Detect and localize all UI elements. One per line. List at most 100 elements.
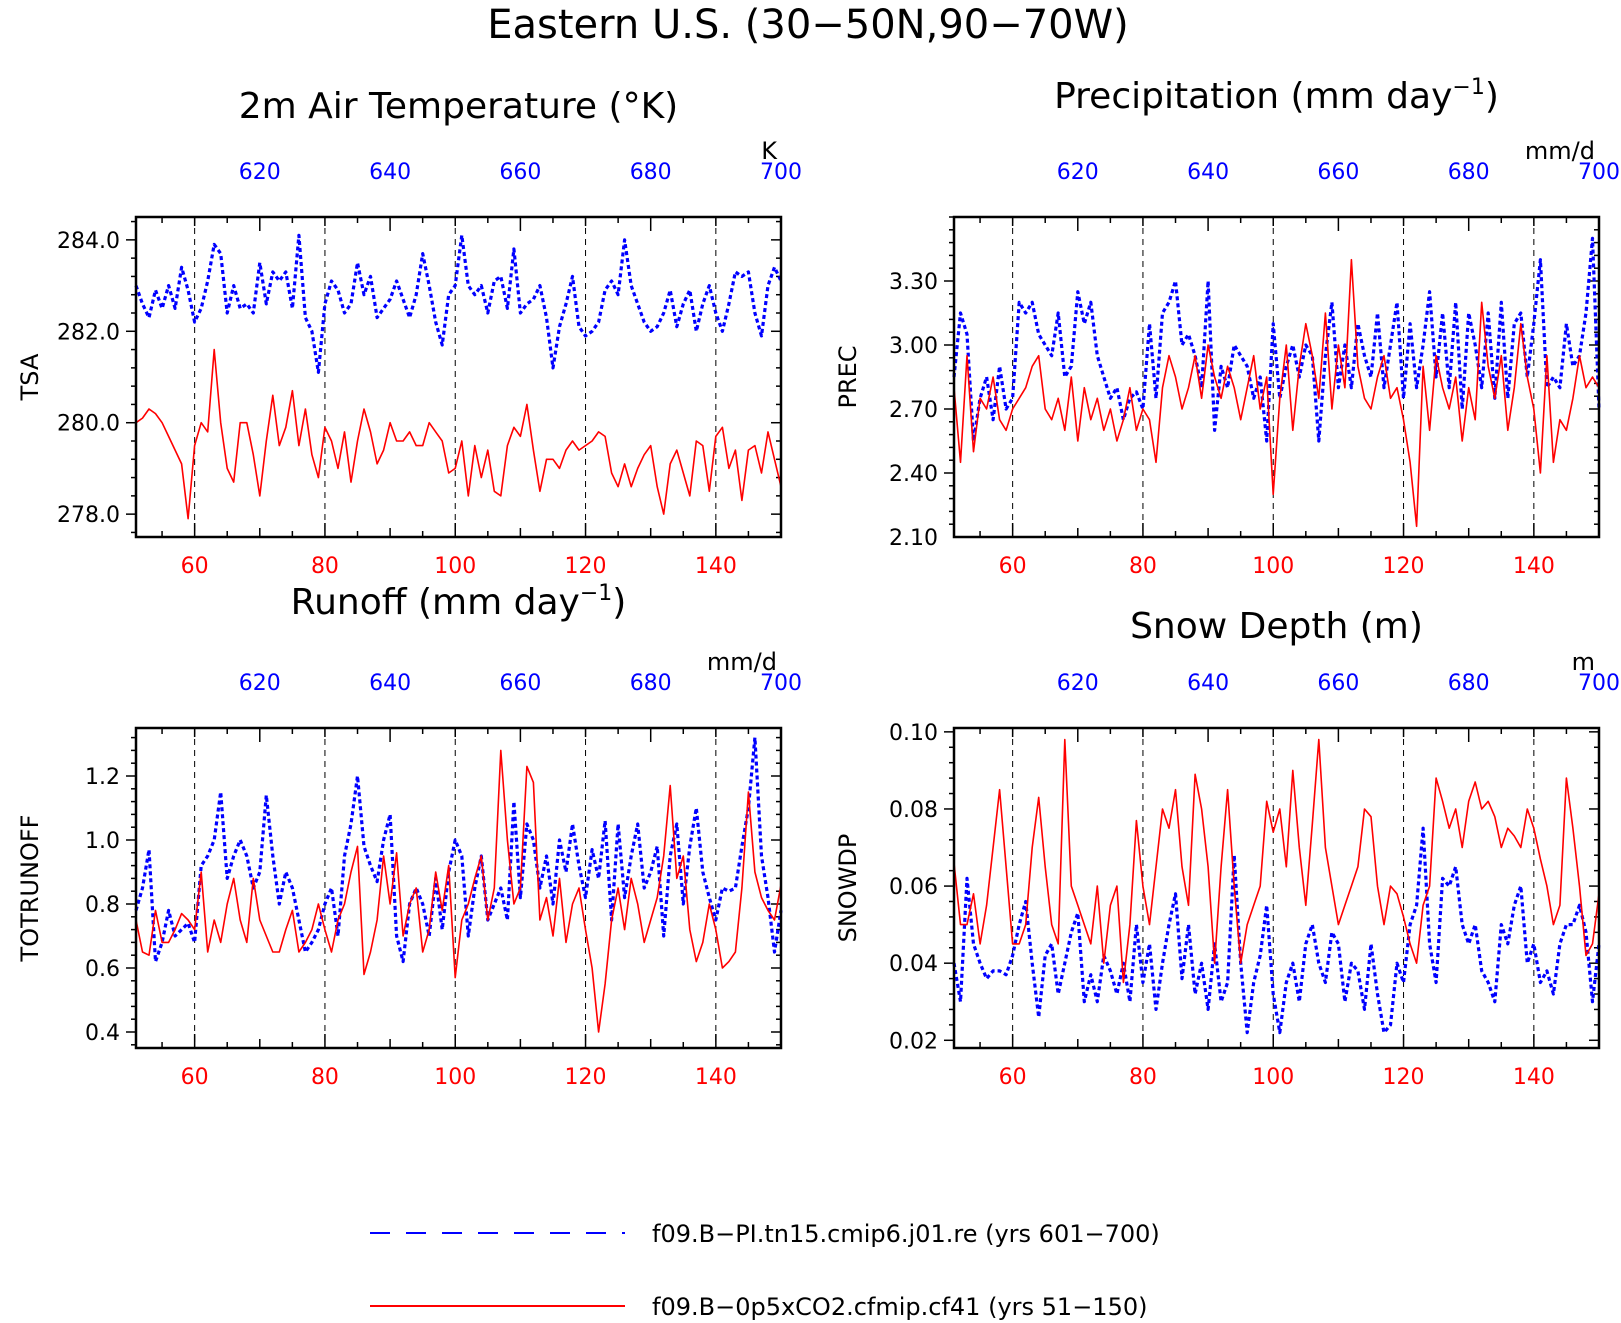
x-top-tick-label: 660 <box>499 160 541 185</box>
series-line-pi <box>134 233 783 374</box>
panel-title-tail: ) <box>1485 76 1499 117</box>
y-tick-label: 2.10 <box>889 526 938 551</box>
panel-title-main: Runoff (mm day <box>291 582 580 623</box>
series-line-co2 <box>135 348 782 520</box>
y-tick-label: 278.0 <box>57 503 120 528</box>
panel-title-tail: ) <box>612 582 626 623</box>
series-line-pi <box>952 826 1601 1035</box>
chart-panel-1: 2m Air Temperature (°K) K 60 80 100 120 140 620… <box>16 86 802 579</box>
y-tick-label: 280.0 <box>57 412 120 437</box>
x-tick-label: 140 <box>695 1065 737 1090</box>
series-line-co2 <box>953 738 1600 984</box>
units-label: K <box>761 137 778 165</box>
x-tick-label: 100 <box>1252 1065 1294 1090</box>
legend-label-co2: f09.B−0p5xCO2.cfmip.cf41 (yrs 51−150) <box>652 1293 1147 1321</box>
x-tick-label: 60 <box>999 1065 1027 1090</box>
x-top-tick-label: 620 <box>239 160 281 185</box>
x-top-tick-label: 700 <box>760 160 802 185</box>
chart-panel-4: Snow Depth (m) m 60 80 100 120 140 620 640 660 680… <box>834 606 1620 1090</box>
x-top-tick-label: 640 <box>369 160 411 185</box>
units-label: mm/d <box>707 648 777 676</box>
chart-panel-2: Precipitation (mm day−1) mm/d 60 80 100 120 14… <box>834 75 1620 579</box>
y-tick-label: 0.6 <box>85 957 120 982</box>
series-line-co2 <box>135 749 782 1033</box>
y-tick-label: 0.06 <box>889 875 938 900</box>
panel-title: Runoff (mm day−1) <box>291 581 627 623</box>
x-tick-label: 140 <box>1513 554 1555 579</box>
plot-frame <box>952 726 1601 1050</box>
x-tick-label: 100 <box>1252 554 1294 579</box>
x-tick-label: 80 <box>1129 1065 1157 1090</box>
y-axis-label: TOTRUNOFF <box>16 815 44 963</box>
panel-title: Precipitation (mm day−1) <box>1054 75 1499 117</box>
x-tick-label: 120 <box>1383 1065 1425 1090</box>
y-axis-label: PREC <box>834 345 862 408</box>
figure-title: Eastern U.S. (30−50N,90−70W) <box>487 2 1129 48</box>
x-top-tick-label: 640 <box>1187 671 1229 696</box>
x-top-tick-label: 660 <box>1317 160 1359 185</box>
y-tick-label: 2.70 <box>889 398 938 423</box>
x-tick-label: 60 <box>999 554 1027 579</box>
x-tick-label: 140 <box>1513 1065 1555 1090</box>
y-tick-label: 3.30 <box>889 270 938 295</box>
panels: 2m Air Temperature (°K) K 60 80 100 120 140 620… <box>16 75 1620 1090</box>
y-tick-label: 3.00 <box>889 334 938 359</box>
x-top-tick-label: 680 <box>630 160 672 185</box>
panel-title-sup: −1 <box>1452 75 1484 100</box>
x-tick-label: 120 <box>565 1065 607 1090</box>
x-top-tick-label: 700 <box>1578 160 1620 185</box>
x-tick-label: 80 <box>311 1065 339 1090</box>
y-tick-label: 0.10 <box>889 721 938 746</box>
y-axis-label: TSA <box>16 353 44 401</box>
x-top-tick-label: 660 <box>499 671 541 696</box>
y-tick-label: 2.40 <box>889 462 938 487</box>
series-line-pi <box>134 735 783 964</box>
x-tick-label: 140 <box>695 554 737 579</box>
y-axis-label: SNOWDP <box>834 834 862 943</box>
panel-title-sup: −1 <box>580 581 612 606</box>
x-top-tick-label: 680 <box>630 671 672 696</box>
x-top-tick-label: 700 <box>760 671 802 696</box>
y-tick-label: 1.0 <box>85 829 120 854</box>
plot-frame <box>134 215 783 539</box>
x-top-tick-label: 620 <box>239 671 281 696</box>
y-tick-label: 0.04 <box>889 952 938 977</box>
series-line-co2 <box>953 258 1600 528</box>
y-tick-label: 0.02 <box>889 1029 938 1054</box>
x-tick-label: 80 <box>311 554 339 579</box>
series-line-pi <box>952 236 1601 443</box>
x-tick-label: 120 <box>565 554 607 579</box>
x-tick-label: 60 <box>181 554 209 579</box>
y-tick-label: 284.0 <box>57 229 120 254</box>
x-top-tick-label: 680 <box>1448 671 1490 696</box>
units-label: m <box>1572 648 1595 676</box>
units-label: mm/d <box>1525 137 1595 165</box>
x-top-tick-label: 680 <box>1448 160 1490 185</box>
chart-panel-3: Runoff (mm day−1) mm/d 60 80 100 120 140 620 640… <box>16 581 802 1090</box>
legend-label-pi: f09.B−PI.tn15.cmip6.j01.re (yrs 601−700) <box>652 1220 1160 1248</box>
panel-title: 2m Air Temperature (°K) <box>239 86 678 127</box>
legend: f09.B−PI.tn15.cmip6.j01.re (yrs 601−700)… <box>370 1220 1160 1321</box>
x-tick-label: 100 <box>434 554 476 579</box>
x-top-tick-label: 640 <box>1187 160 1229 185</box>
panel-title-main: 2m Air Temperature (°K) <box>239 86 678 127</box>
x-top-tick-label: 620 <box>1057 671 1099 696</box>
x-top-tick-label: 620 <box>1057 160 1099 185</box>
panel-title: Snow Depth (m) <box>1130 606 1423 647</box>
y-tick-label: 0.08 <box>889 798 938 823</box>
plot-frame <box>952 215 1601 539</box>
panel-title-main: Precipitation (mm day <box>1054 76 1452 117</box>
x-tick-label: 80 <box>1129 554 1157 579</box>
x-top-tick-label: 660 <box>1317 671 1359 696</box>
y-tick-label: 0.4 <box>85 1021 120 1046</box>
y-tick-label: 0.8 <box>85 893 120 918</box>
x-top-tick-label: 700 <box>1578 671 1620 696</box>
panel-title-main: Snow Depth (m) <box>1130 606 1423 647</box>
x-top-tick-label: 640 <box>369 671 411 696</box>
y-tick-label: 1.2 <box>85 765 120 790</box>
plot-frame <box>134 726 783 1050</box>
x-tick-label: 120 <box>1383 554 1425 579</box>
y-tick-label: 282.0 <box>57 320 120 345</box>
x-tick-label: 100 <box>434 1065 476 1090</box>
